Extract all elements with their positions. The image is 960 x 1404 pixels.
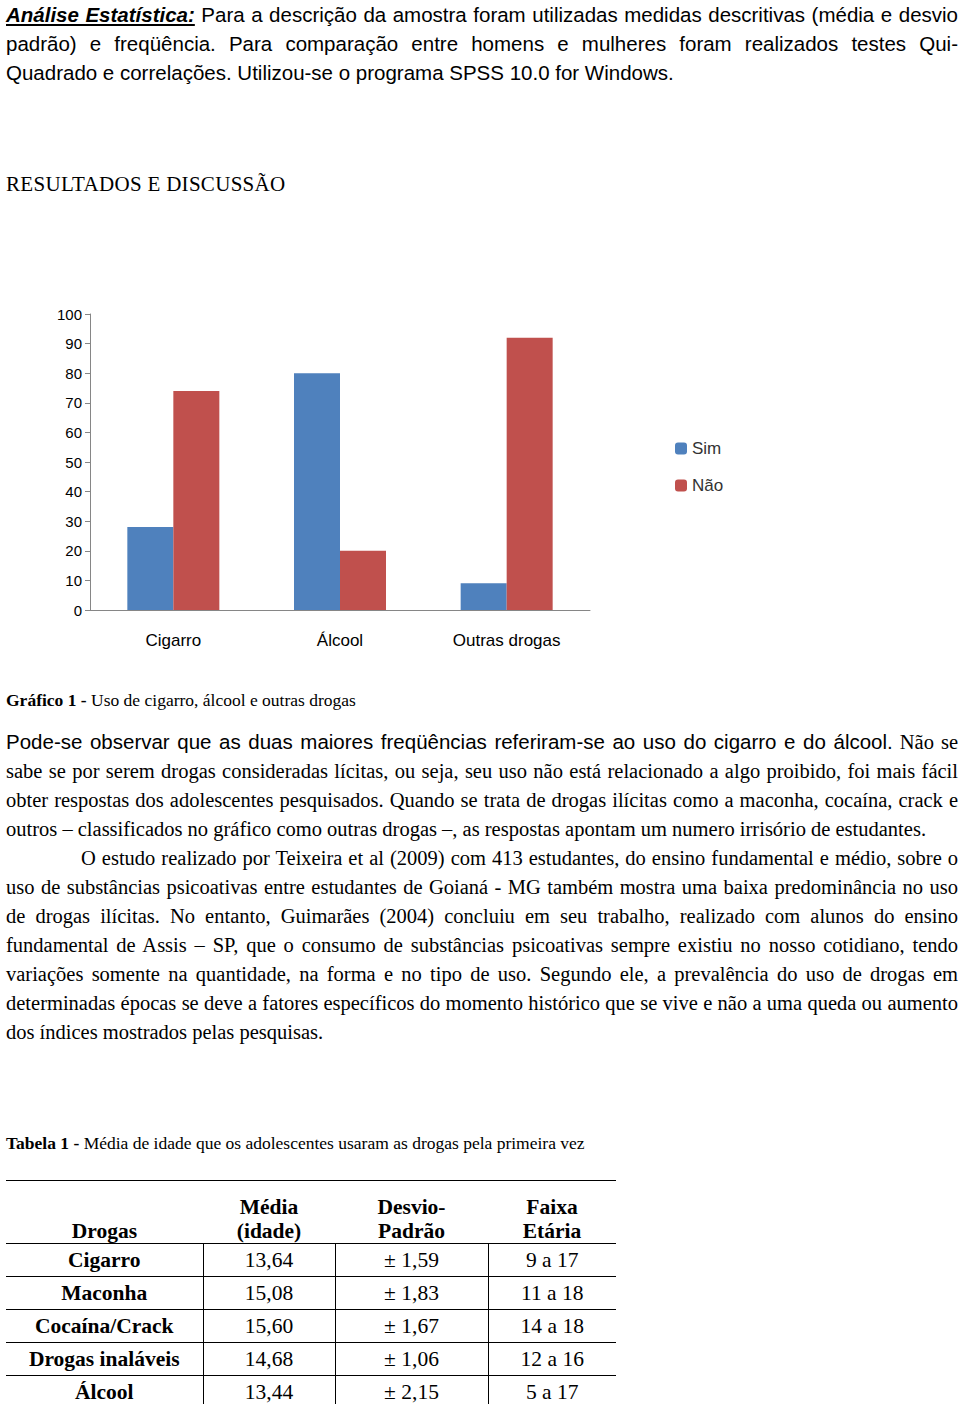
html-text:Padrão: Padrão (378, 1219, 445, 1243)
svg-text:50: 50 (65, 454, 82, 471)
html-text:14,68: 14,68 (244, 1347, 294, 1371)
html-text:12 a 16: 12 a 16 (520, 1347, 584, 1371)
svg-text:0: 0 (74, 602, 82, 619)
html-text:± 1,83: ± 1,83 (384, 1281, 439, 1305)
html-text:Cigarro: Cigarro (68, 1248, 141, 1272)
svg-text:80: 80 (65, 365, 82, 382)
html-text:Etária: Etária (522, 1219, 582, 1243)
html-text:Análise Estatística: Para a de: Análise Estatística: Para a descrição da… (6, 3, 958, 84)
html-text:Drogas: Drogas (71, 1219, 138, 1243)
html-text:RESULTADOS E DISCUSSÃO: RESULTADOS E DISCUSSÃO (6, 172, 286, 196)
html-text:Drogas inaláveis: Drogas inaláveis (28, 1347, 180, 1371)
svg-text:Não: Não (692, 476, 723, 495)
html-text:± 2,15: ± 2,15 (384, 1380, 439, 1404)
svg-text:40: 40 (65, 483, 82, 500)
svg-text:30: 30 (65, 513, 82, 530)
html-text:Tabela 1 - Média de idade que: Tabela 1 - Média de idade que os adolesc… (6, 1133, 585, 1153)
html-text:± 1,67: ± 1,67 (384, 1314, 439, 1338)
html-text:± 1,06: ± 1,06 (384, 1347, 439, 1371)
svg-text:60: 60 (65, 424, 82, 441)
html-text:Pode-se observar que as duas m: Pode-se observar que as duas maiores fre… (6, 730, 958, 840)
html-text:9 a 17: 9 a 17 (526, 1248, 579, 1272)
html-text:Faixa: Faixa (526, 1195, 578, 1219)
svg-text:Cigarro: Cigarro (145, 631, 201, 650)
html-text:Gráfico 1 - Uso de cigarro, ál: Gráfico 1 - Uso de cigarro, álcool e out… (6, 690, 356, 710)
svg-text:90: 90 (65, 335, 82, 352)
svg-text:10: 10 (65, 572, 82, 589)
html-text:Álcool: Álcool (75, 1380, 134, 1404)
html-text:11 a 18: 11 a 18 (521, 1281, 584, 1305)
svg-text:Álcool: Álcool (317, 631, 363, 650)
html-text:13,44: 13,44 (244, 1380, 294, 1404)
svg-text:100: 100 (57, 306, 82, 323)
html-text:5 a 17: 5 a 17 (526, 1380, 579, 1404)
svg-text:20: 20 (65, 542, 82, 559)
html-text:± 1,59: ± 1,59 (384, 1248, 439, 1272)
html-text:15,60: 15,60 (244, 1314, 294, 1338)
html-text:Maconha: Maconha (61, 1281, 148, 1305)
html-text:Cocaína/Crack: Cocaína/Crack (35, 1314, 174, 1338)
svg-text:Outras drogas: Outras drogas (453, 631, 561, 650)
html-text:15,08: 15,08 (244, 1281, 294, 1305)
svg-text:Sim: Sim (692, 439, 721, 458)
html-text:13,64: 13,64 (244, 1248, 294, 1272)
html-text:Média: Média (239, 1195, 299, 1219)
html-text:(idade): (idade) (236, 1219, 302, 1243)
html-text:14 a 18: 14 a 18 (520, 1314, 584, 1338)
html-text:Desvio-: Desvio- (377, 1195, 446, 1219)
svg-text:70: 70 (65, 394, 82, 411)
html-text:O estudo realizado por Teixeir: O estudo realizado por Teixeira et al (2… (6, 847, 958, 1043)
